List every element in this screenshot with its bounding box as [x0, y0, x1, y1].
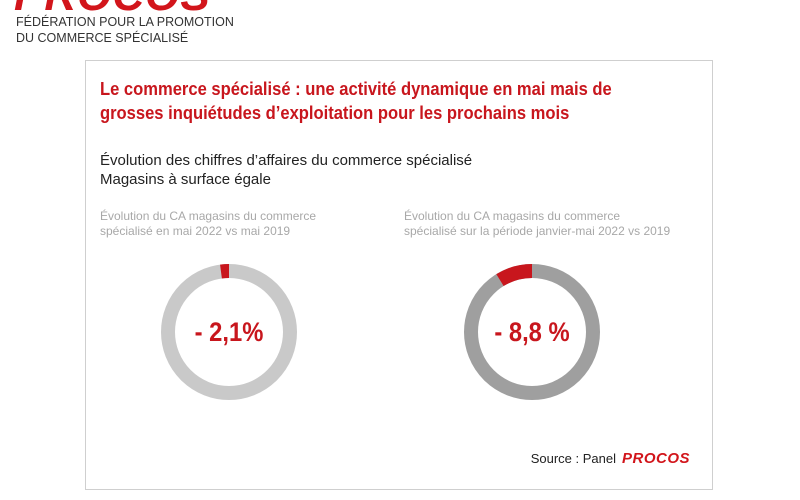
tagline-line-2: DU COMMERCE SPÉCIALISÉ [16, 31, 189, 45]
donut-slice-may [220, 264, 230, 279]
donut-value-jan-may: - 8,8 % [494, 316, 570, 347]
donut-chart-may: - 2,1% [154, 257, 304, 407]
donut-chart-jan-may: - 8,8 % [457, 257, 607, 407]
donut-svg-may [161, 264, 297, 400]
donut-slice-jan-may [496, 264, 533, 287]
infographic-panel: Le commerce spécialisé : une activité dy… [85, 60, 713, 490]
chart-caption-jan-may: Évolution du CA magasins du commerce spé… [404, 209, 671, 238]
panel-title-line-1: Le commerce spécialisé : une activité dy… [100, 79, 612, 99]
source-label: Source : Panel [530, 451, 616, 466]
panel-subtitle-line-2: Magasins à surface égale [100, 171, 271, 188]
panel-subtitle: Évolution des chiffres d’affaires du com… [100, 151, 472, 189]
tagline-line-1: FÉDÉRATION POUR LA PROMOTION [16, 15, 234, 29]
donut-svg-jan-may [464, 264, 600, 400]
source-note: Source : Panel PROCOS [531, 450, 690, 467]
procos-logo: PROCOS [14, 0, 211, 18]
federation-tagline: FÉDÉRATION POUR LA PROMOTION DU COMMERCE… [16, 14, 234, 46]
panel-subtitle-line-1: Évolution des chiffres d’affaires du com… [100, 152, 473, 169]
panel-title-line-2: grosses inquiétudes d’exploitation pour … [100, 103, 570, 123]
donut-value-may: - 2,1% [194, 316, 264, 347]
source-procos-logo: PROCOS [621, 450, 690, 467]
panel-title: Le commerce spécialisé : une activité dy… [100, 77, 652, 125]
chart-caption-may: Évolution du CA magasins du commerce spé… [100, 209, 317, 238]
